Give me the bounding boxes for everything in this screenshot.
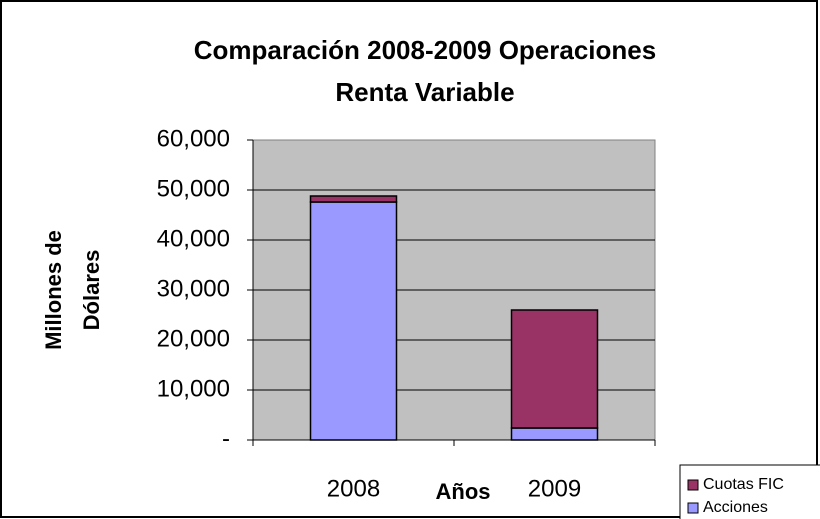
y-tick-label: 30,000 [157,275,230,302]
y-tick-label: - [222,425,230,452]
y-tick-label: 40,000 [157,225,230,252]
legend-swatch [687,479,699,491]
bar-segment [510,309,599,429]
y-axis-label-line: Millones de [41,230,66,350]
y-tick-label: 50,000 [157,175,230,202]
y-tick-label: 20,000 [157,325,230,352]
bar-segment [309,201,398,441]
legend-swatch [687,502,699,514]
y-axis-label: Millones de Dólares [41,230,104,350]
legend-box [679,464,820,519]
bar-segment [309,195,398,203]
legend-label: Cuotas FIC [703,476,784,493]
x-tick-label: 2009 [528,475,581,502]
y-tick-label: 60,000 [157,125,230,152]
x-axis-label: Años [436,479,491,504]
x-tick-label: 2008 [327,475,380,502]
y-tick-label: 10,000 [157,375,230,402]
y-axis-label-line: Dólares [79,250,104,331]
bar-segment [510,427,599,441]
chart-title: Comparación 2008-2009 Operaciones [194,35,656,65]
legend-label: Acciones [703,499,768,516]
chart-title: Renta Variable [335,77,514,107]
